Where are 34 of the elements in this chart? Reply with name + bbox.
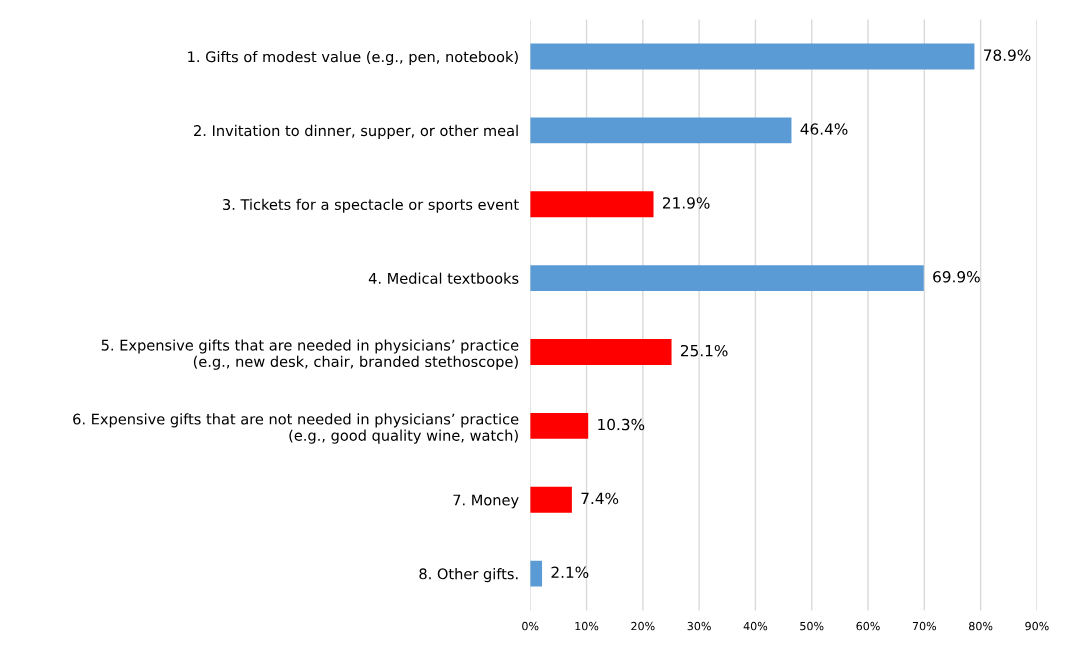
x-tick-label: 70%	[912, 621, 937, 631]
y-tick-label: 5. Expensive gifts that are needed in physicians’ practice (e.g., new desk, chair, branded stethoscope)	[101, 339, 519, 370]
x-tick-label: 10%	[575, 621, 599, 631]
bar	[530, 412, 589, 439]
y-tick-label: 7. Money	[453, 494, 519, 509]
data-label: 2.1%	[551, 566, 589, 579]
data-label: 10.3%	[598, 418, 645, 431]
y-tick-label: 3. Tickets for a spectacle or sports event	[223, 198, 519, 213]
data-label: 78.9%	[984, 49, 1031, 61]
x-tick-label: 20%	[631, 621, 655, 631]
bar	[530, 339, 672, 365]
data-label: 46.4%	[800, 123, 848, 135]
y-tick-label: 8. Other gifts.	[419, 568, 518, 583]
x-tick-label: 40%	[743, 621, 768, 631]
x-tick-label: 30%	[687, 621, 711, 631]
bar	[530, 265, 924, 292]
x-tick-label: 50%	[800, 621, 824, 631]
y-tick-label: 1. Gifts of modest value (e.g., pen, notebook)	[188, 50, 518, 66]
bar	[530, 560, 543, 587]
bar	[530, 486, 572, 513]
data-label: 69.9%	[933, 271, 980, 283]
x-tick-label: 80%	[969, 621, 993, 631]
bar	[530, 117, 792, 144]
bar	[530, 191, 654, 218]
x-tick-label: 0%	[522, 621, 539, 631]
data-label: 25.1%	[680, 344, 728, 357]
x-tick-label: 90%	[1025, 621, 1049, 631]
y-tick-label: 4. Medical textbooks	[368, 272, 519, 284]
x-tick-label: 60%	[856, 621, 880, 631]
bar	[530, 43, 975, 70]
data-label: 21.9%	[662, 197, 710, 209]
y-tick-label: 2. Invitation to dinner, supper, or other meal	[194, 124, 518, 139]
y-tick-label: 6. Expensive gifts that are not needed in physicians’ practice (e.g., good quality wine, watch)	[73, 413, 519, 444]
data-label: 7.4%	[581, 492, 619, 505]
